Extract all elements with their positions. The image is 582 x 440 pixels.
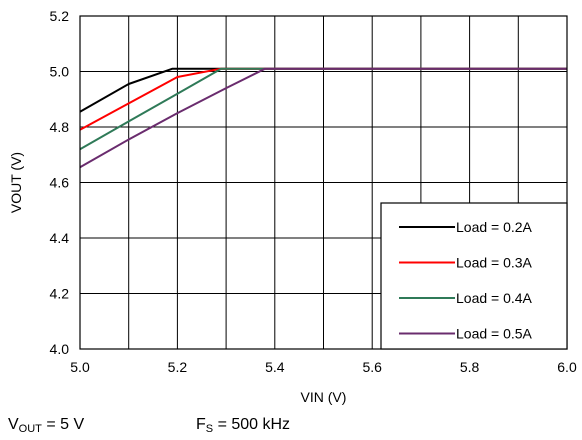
y-tick-label: 4.0 [50, 341, 70, 357]
y-tick-label: 5.2 [50, 8, 70, 24]
vout-note-main: V [8, 416, 19, 433]
fs-note-main: F [196, 416, 206, 433]
x-tick-label: 5.4 [265, 359, 285, 375]
y-tick-label: 5.0 [50, 64, 70, 80]
y-tick-label: 4.6 [50, 175, 70, 191]
grid-lines [80, 16, 567, 349]
x-axis-label: VIN (V) [301, 389, 347, 405]
vout-note: VOUT = 5 V [8, 416, 84, 435]
x-tick-label: 6.0 [557, 359, 577, 375]
legend-label: Load = 0.2A [456, 219, 533, 235]
plot-area-frame [79, 15, 568, 350]
fs-note-value: = 500 kHz [213, 416, 291, 433]
vout-note-subscript: OUT [18, 423, 42, 435]
legend: Load = 0.2A Load = 0.3A Load = 0.4A Load = … [380, 202, 568, 350]
y-tick-label: 4.8 [50, 119, 70, 135]
fs-note: FS = 500 kHz [196, 416, 290, 435]
x-tick-label: 5.2 [168, 359, 188, 375]
legend-label: Load = 0.3A [456, 255, 533, 271]
y-tick-label: 4.2 [50, 286, 70, 302]
series-lines [79, 67, 567, 169]
series-line [79, 67, 567, 169]
fs-note-subscript: S [205, 423, 214, 435]
x-tick-label: 5.6 [362, 359, 382, 375]
y-axis-label: VOUT (V) [8, 152, 24, 213]
vout-note-value: = 5 V [41, 416, 85, 433]
legend-label: Load = 0.5A [456, 326, 533, 342]
x-tick-label: 5.8 [460, 359, 480, 375]
y-tick-label: 4.4 [50, 230, 70, 246]
tick-labels: 5.0 5.2 5.4 5.6 5.8 6.0 4.0 4.2 4.4 4.6 4.8 5.0 5.2 [50, 8, 577, 375]
x-tick-label: 5.0 [70, 359, 90, 375]
legend-label: Load = 0.4A [456, 290, 533, 306]
